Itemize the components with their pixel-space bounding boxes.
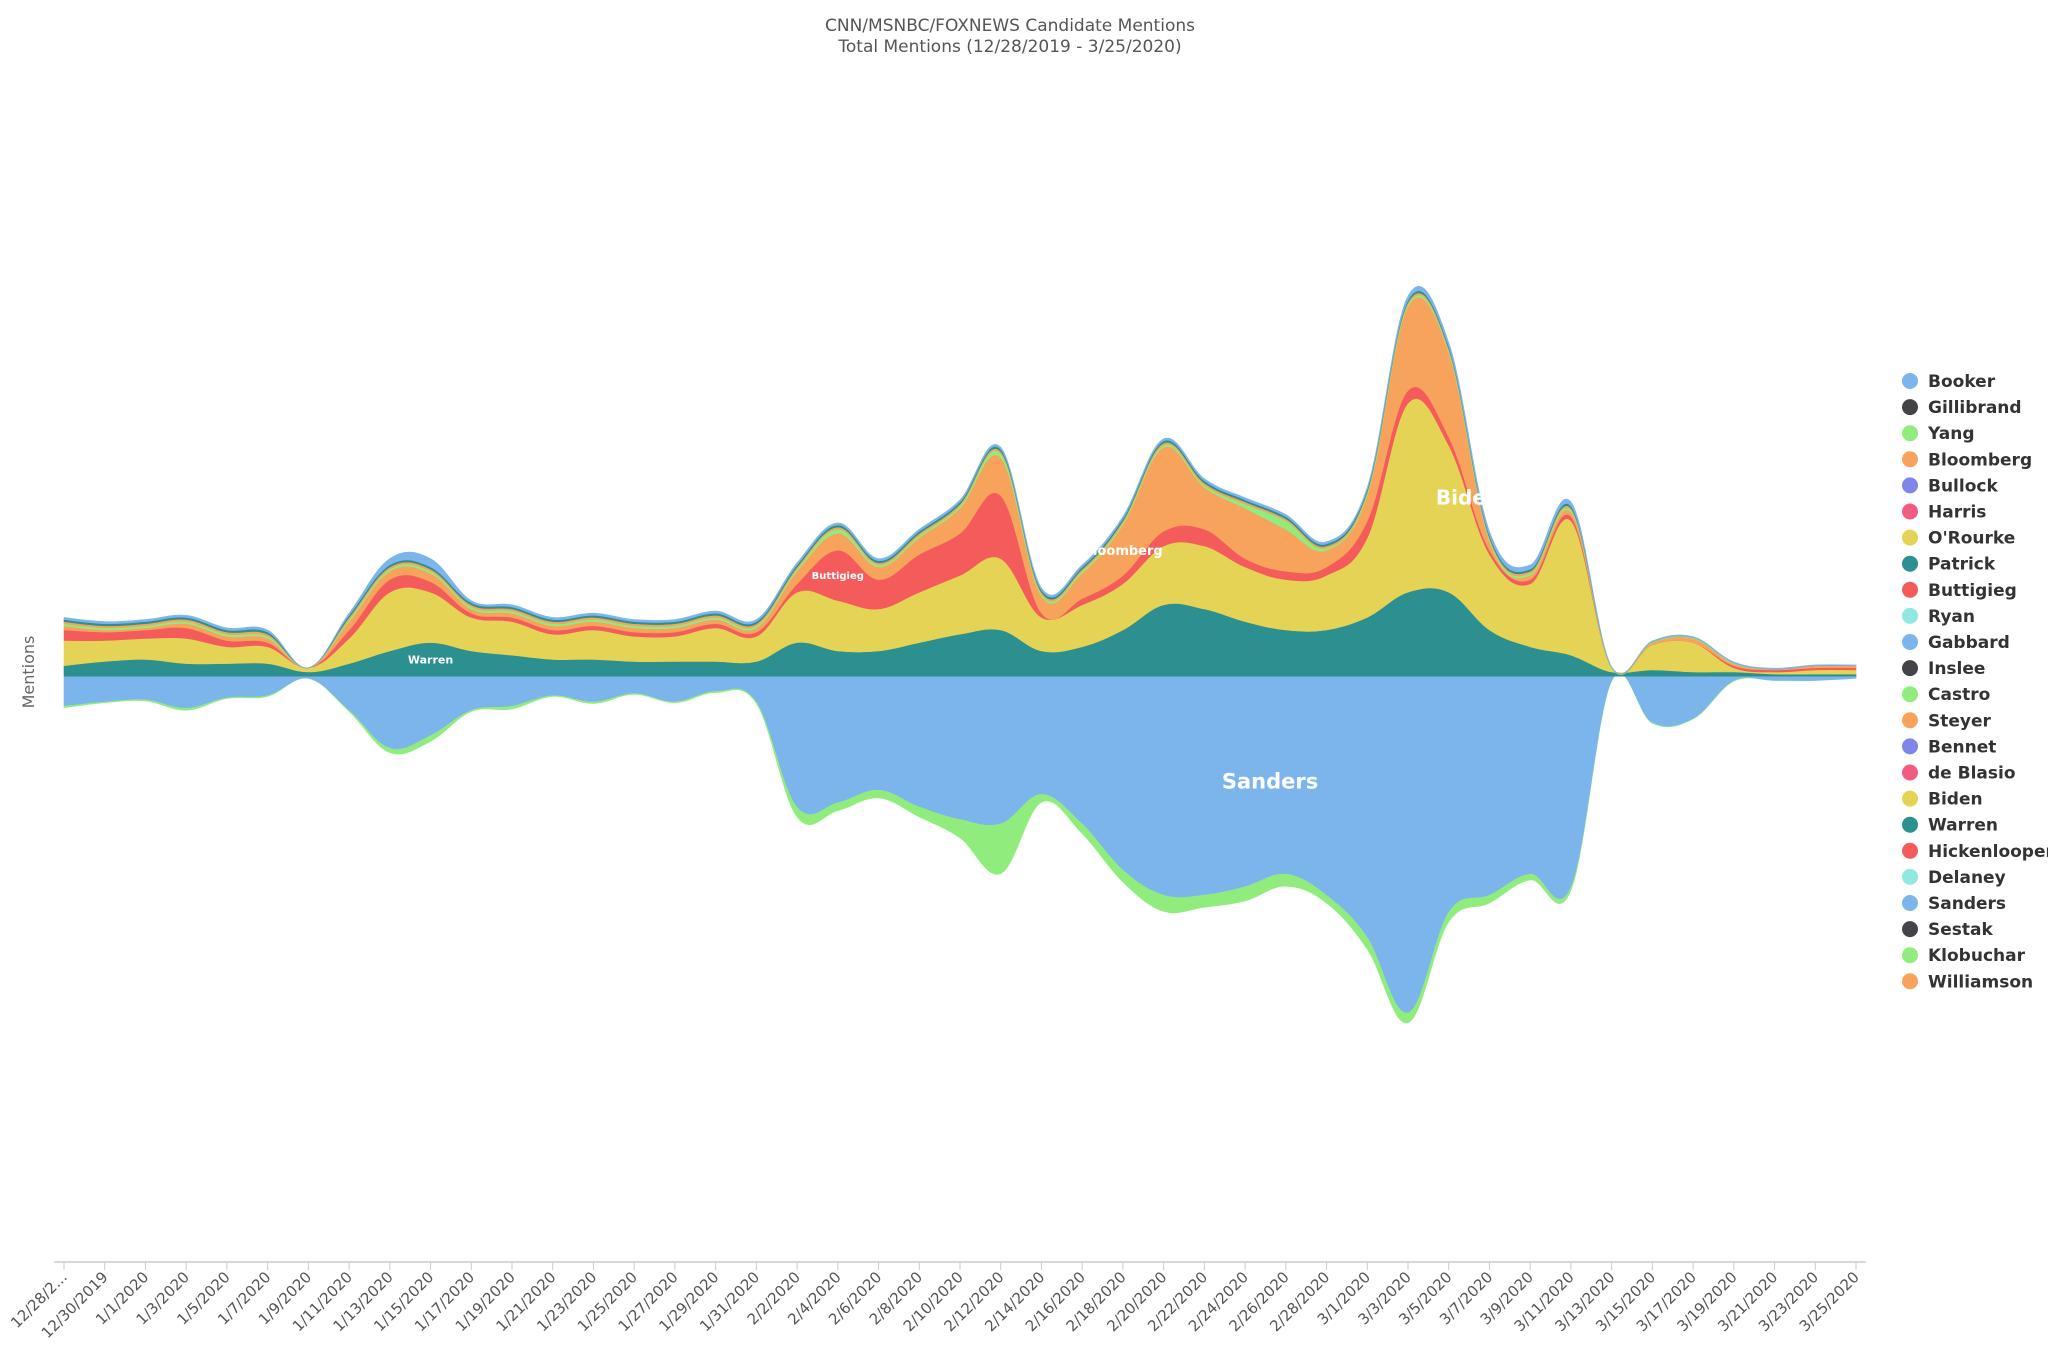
legend-label: Buttigieg [1928,581,2017,601]
legend-item-sanders[interactable]: Sanders [1902,894,2006,914]
legend-item-gabbard[interactable]: Gabbard [1902,633,2010,653]
legend-label: Steyer [1928,711,1992,731]
legend-marker [1902,660,1918,677]
legend-label: Harris [1928,503,1986,523]
legend-item-bullock[interactable]: Bullock [1902,476,1998,496]
legend-label: O'Rourke [1928,529,2015,549]
legend-item-hickenlooper[interactable]: Hickenlooper [1902,842,2048,862]
legend-marker [1902,529,1918,546]
legend-label: Williamson [1928,972,2033,992]
legend-marker [1902,764,1918,781]
legend-item-delaney[interactable]: Delaney [1902,868,2006,888]
legend-marker [1902,477,1918,494]
legend-marker [1902,947,1918,964]
legend-marker [1902,738,1918,755]
legend-item-bennet[interactable]: Bennet [1902,737,1996,757]
stream-sanders[interactable] [63,672,1857,1013]
legend-item-bloomberg[interactable]: Bloomberg [1902,450,2032,470]
legend-label: Bloomberg [1928,450,2032,470]
legend-item-klobuchar[interactable]: Klobuchar [1902,946,2026,966]
legend-item-warren[interactable]: Warren [1902,816,1998,836]
stream-label-sanders: Sanders [1222,770,1318,794]
legend-item-ryan[interactable]: Ryan [1902,607,1975,627]
legend-item-o-rourke[interactable]: O'Rourke [1902,529,2015,549]
legend-marker [1902,973,1918,990]
legend-marker [1902,373,1918,389]
legend-marker [1902,921,1918,938]
legend-label: Sanders [1928,894,2006,914]
stream-label-biden: Biden [1436,486,1500,510]
legend-item-steyer[interactable]: Steyer [1902,711,1992,731]
legend-label: de Blasio [1928,764,2016,784]
chart-title: CNN/MSNBC/FOXNEWS Candidate Mentions [825,16,1195,36]
legend-item-booker[interactable]: Booker [1902,372,1996,392]
legend-item-patrick[interactable]: Patrick [1902,555,1996,575]
legend-marker [1902,555,1918,572]
legend-label: Patrick [1928,555,1996,575]
legend-item-buttigieg[interactable]: Buttigieg [1902,581,2017,601]
legend-marker [1902,399,1918,416]
legend-marker [1902,686,1918,703]
stream-layers [63,286,1857,1024]
legend-item-castro[interactable]: Castro [1902,685,1990,705]
legend-label: Bennet [1928,737,1996,757]
x-axis-ticks: 12/28/2...12/30/20191/1/20201/3/20201/5/… [7,1262,1863,1342]
stream-labels: Warren Buttigieg Bloomberg Biden Sanders [408,486,1500,794]
chart-subtitle: Total Mentions (12/28/2019 - 3/25/2020) [837,37,1181,57]
stream-gabbard[interactable] [63,286,1857,675]
legend-marker [1902,634,1918,650]
legend-item-inslee[interactable]: Inslee [1902,659,1985,679]
stream-label-warren: Warren [408,653,453,666]
stream-label-buttigieg: Buttigieg [812,571,864,582]
legend-label: Biden [1928,790,1983,810]
legend-marker [1902,581,1918,598]
legend-label: Booker [1928,372,1996,392]
legend-label: Delaney [1928,868,2006,888]
legend-label: Hickenlooper [1928,842,2048,862]
legend-marker [1902,816,1918,833]
legend-marker [1902,503,1918,520]
legend-label: Yang [1927,424,1975,444]
legend-item-williamson[interactable]: Williamson [1902,972,2033,992]
legend-item-de-blasio[interactable]: de Blasio [1902,764,2016,784]
legend-marker [1902,842,1918,859]
legend-label: Sestak [1928,920,1993,940]
legend-marker [1902,607,1918,624]
legend-marker [1902,712,1918,729]
legend-label: Castro [1928,685,1990,705]
legend-marker [1902,451,1918,468]
legend-marker [1902,895,1918,911]
legend-marker [1902,425,1918,442]
legend-label: Inslee [1928,659,1985,679]
legend-item-biden[interactable]: Biden [1902,790,1983,810]
legend-item-yang[interactable]: Yang [1902,424,1975,444]
stream-label-bloomberg: Bloomberg [1083,544,1163,559]
legend-marker [1902,868,1918,885]
legend-label: Ryan [1928,607,1975,627]
y-axis-title: Mentions [19,636,38,709]
legend-item-sestak[interactable]: Sestak [1902,920,1993,940]
legend[interactable]: Booker Gillibrand Yang Bloomberg Bullock Harr… [1902,372,2048,992]
legend-label: Klobuchar [1928,946,2026,966]
legend-label: Gabbard [1928,633,2010,653]
legend-marker [1902,790,1918,807]
legend-label: Gillibrand [1928,398,2022,418]
legend-item-harris[interactable]: Harris [1902,503,1986,523]
legend-item-gillibrand[interactable]: Gillibrand [1902,398,2022,418]
legend-label: Bullock [1928,476,1998,496]
legend-label: Warren [1928,816,1998,836]
